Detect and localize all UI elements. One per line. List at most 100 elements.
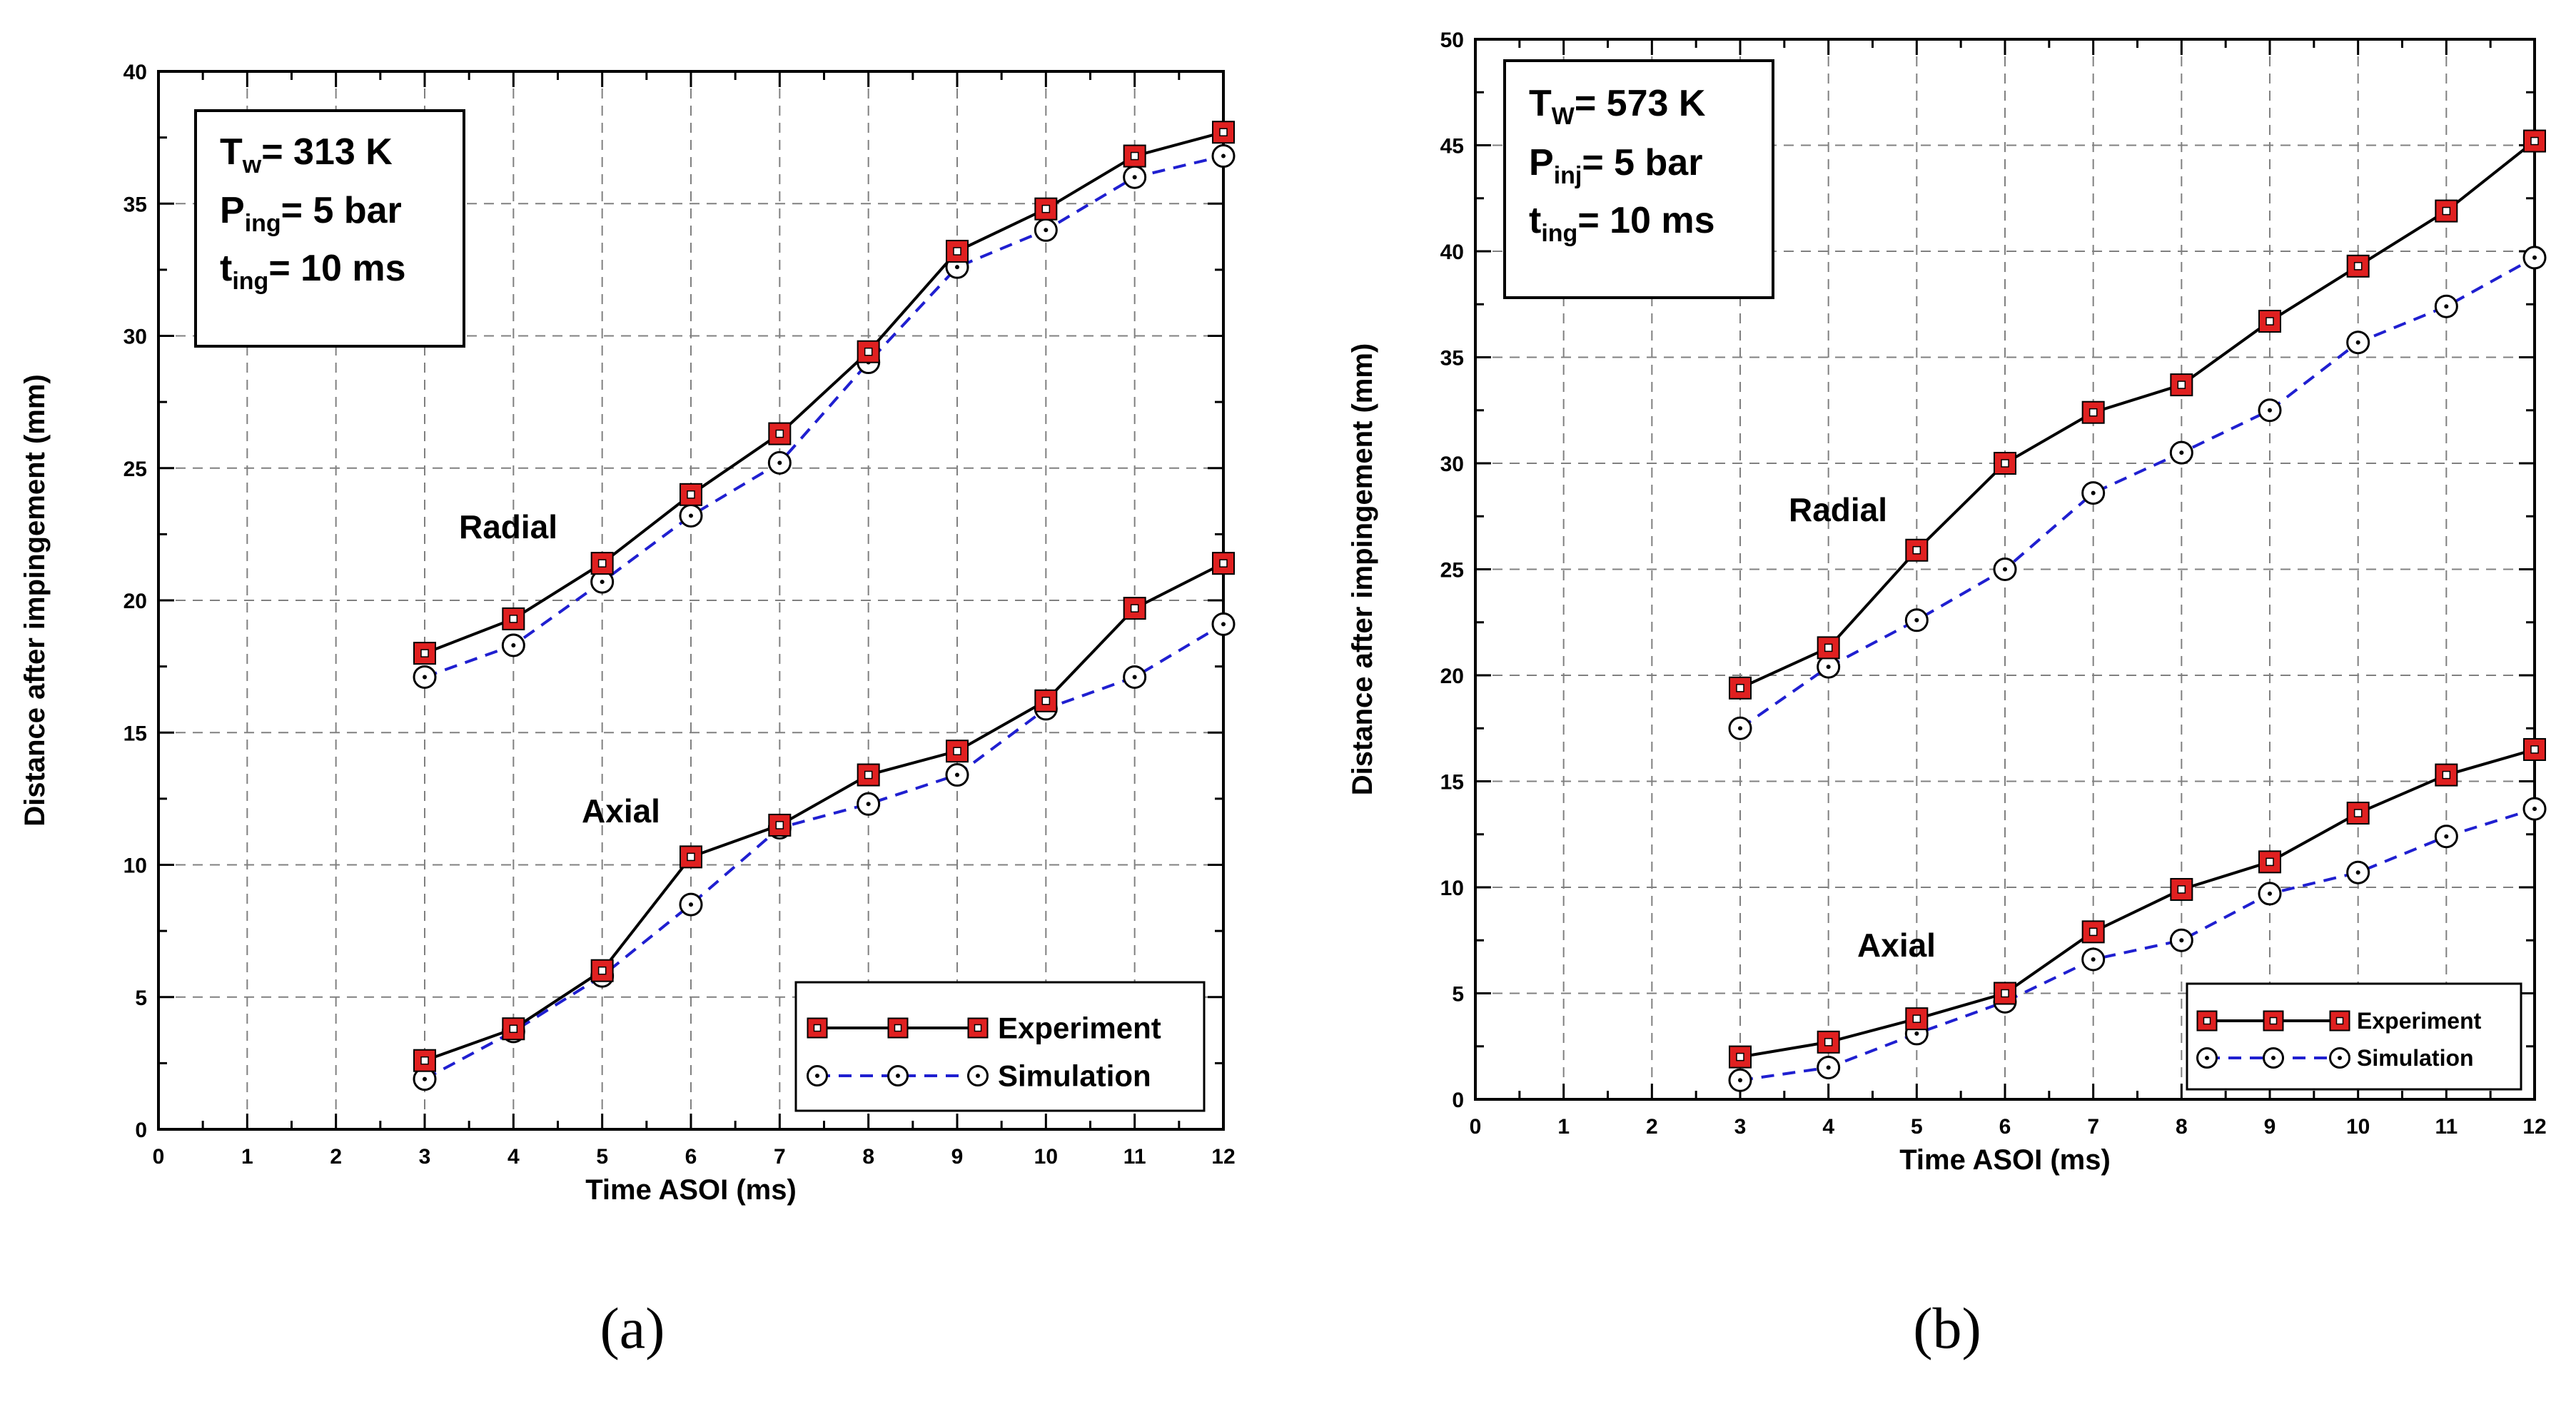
- simulation-marker-dot: [689, 902, 693, 907]
- panel-caption: (b): [1913, 1296, 1981, 1361]
- data-point-simulation-axial: [1123, 665, 1147, 689]
- experiment-marker-core: [2530, 136, 2539, 146]
- x-tick-label: 2: [330, 1145, 342, 1169]
- data-point-experiment-axial: [1123, 597, 1146, 620]
- legend-label-experiment: Experiment: [998, 1012, 1161, 1045]
- data-point-experiment-axial: [2170, 877, 2193, 901]
- series-line-experiment-radial: [1739, 139, 2536, 690]
- experiment-marker-square: [502, 607, 525, 630]
- experiment-marker-core: [2266, 857, 2274, 867]
- experiment-marker-core: [1736, 684, 1744, 692]
- data-point-experiment-axial: [680, 845, 702, 869]
- data-point-simulation-radial: [767, 450, 792, 475]
- experiment-marker-core: [1824, 643, 1833, 652]
- x-tick-label: 7: [774, 1145, 786, 1169]
- data-point-experiment-radial: [2435, 199, 2458, 223]
- data-point-simulation-axial: [2522, 797, 2547, 821]
- data-point-experiment-radial: [2346, 254, 2370, 278]
- simulation-marker-dot: [955, 772, 959, 777]
- experiment-marker-core: [2177, 380, 2186, 389]
- data-point-experiment-radial: [413, 642, 436, 665]
- legend-marker-simulation: [967, 1065, 989, 1086]
- info-symbol: t: [220, 248, 232, 289]
- info-subscript: W: [1552, 103, 1575, 130]
- simulation-marker-dot: [2268, 408, 2272, 413]
- x-tick-label: 7: [2087, 1115, 2099, 1139]
- data-point-simulation-radial: [2258, 398, 2282, 423]
- experiment-marker-square: [2523, 737, 2546, 761]
- x-tick-label: 11: [1123, 1145, 1146, 1169]
- data-point-experiment-radial: [768, 422, 792, 445]
- data-point-experiment-axial: [2258, 850, 2281, 874]
- x-tick-label: 1: [241, 1145, 253, 1169]
- simulation-marker-dot: [423, 675, 427, 680]
- data-point-simulation-axial: [2434, 824, 2458, 849]
- experiment-marker-core: [2335, 1017, 2344, 1025]
- panel-caption: (a): [600, 1296, 665, 1361]
- y-tick-label: 0: [135, 1119, 147, 1142]
- info-value: = 10 ms: [268, 248, 405, 289]
- experiment-marker-square: [1729, 676, 1752, 700]
- data-point-experiment-radial: [680, 483, 702, 506]
- simulation-marker-dot: [2355, 870, 2360, 875]
- legend-marker-experiment: [2329, 1010, 2350, 1032]
- data-point-simulation-radial: [2169, 440, 2193, 465]
- simulation-marker-dot: [1826, 665, 1831, 670]
- info-symbol: P: [1529, 142, 1554, 183]
- data-point-experiment-radial: [502, 607, 525, 630]
- data-point-simulation-radial: [1904, 608, 1929, 632]
- radial-label: Radial: [1789, 491, 1887, 528]
- legend-marker-experiment: [967, 1017, 989, 1039]
- y-axis-label: Distance after impingement (mm): [19, 374, 51, 826]
- experiment-marker-core: [813, 1024, 822, 1032]
- data-point-experiment-axial: [590, 959, 614, 982]
- y-tick-label: 25: [1440, 559, 1464, 583]
- data-point-simulation-axial: [2258, 882, 2282, 906]
- legend-label-experiment: Experiment: [2357, 1008, 2482, 1034]
- x-tick-label: 3: [419, 1145, 431, 1169]
- simulation-marker-dot: [2271, 1056, 2276, 1060]
- experiment-marker-core: [2001, 989, 2009, 998]
- simulation-marker-dot: [1132, 175, 1137, 180]
- y-tick-label: 50: [1440, 29, 1464, 52]
- simulation-marker-dot: [1914, 617, 1919, 622]
- data-point-experiment-axial: [2081, 920, 2105, 944]
- x-tick-label: 12: [2522, 1115, 2546, 1139]
- info-symbol: T: [1529, 83, 1552, 124]
- simulation-marker-dot: [2091, 957, 2096, 962]
- experiment-marker-core: [894, 1024, 902, 1032]
- simulation-marker-dot: [2091, 490, 2096, 495]
- axial-label: Axial: [1857, 927, 1936, 964]
- info-value: = 10 ms: [1577, 200, 1714, 241]
- experiment-marker-core: [1736, 1052, 1744, 1061]
- x-tick-label: 6: [1999, 1115, 2011, 1139]
- simulation-marker-dot: [1738, 1078, 1742, 1083]
- simulation-marker-dot: [1738, 726, 1742, 731]
- data-point-experiment-axial: [946, 740, 969, 763]
- experiment-marker-core: [1824, 1038, 1833, 1047]
- info-subscript: ing: [1541, 220, 1577, 247]
- y-tick-label: 5: [135, 987, 147, 1010]
- series-line-experiment-axial: [1739, 748, 2535, 1059]
- legend-marker-experiment: [2196, 1010, 2218, 1032]
- simulation-marker-dot: [2338, 1056, 2342, 1060]
- data-point-simulation-radial: [1123, 165, 1147, 189]
- axial-label: Axial: [582, 792, 660, 829]
- legend-marker-simulation: [887, 1065, 909, 1086]
- y-tick-label: 25: [123, 458, 147, 481]
- experiment-marker-core: [420, 1056, 429, 1065]
- x-tick-label: 0: [1470, 1115, 1482, 1139]
- legend-marker-experiment: [807, 1017, 828, 1039]
- data-point-simulation-axial: [945, 763, 969, 787]
- data-point-simulation-radial: [2522, 246, 2547, 270]
- data-point-experiment-radial: [1212, 121, 1235, 144]
- experiment-marker-core: [509, 1024, 518, 1033]
- legend-marker-simulation: [2196, 1047, 2218, 1069]
- data-point-experiment-axial: [2346, 802, 2370, 825]
- data-point-simulation-radial: [413, 665, 437, 689]
- experiment-marker-core: [2203, 1017, 2211, 1025]
- experiment-marker-square: [946, 239, 969, 263]
- experiment-marker-core: [687, 490, 695, 499]
- data-point-simulation-radial: [1034, 218, 1058, 242]
